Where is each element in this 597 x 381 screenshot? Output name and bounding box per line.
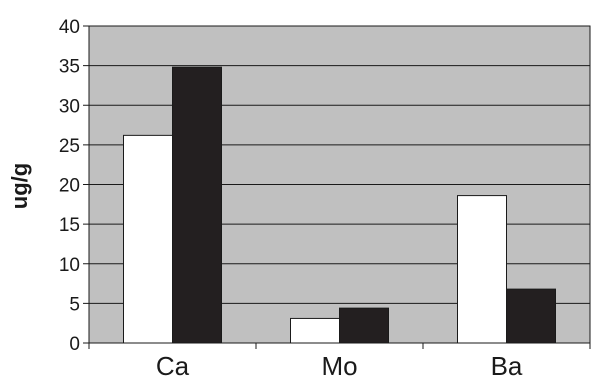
y-tick-label: 30 <box>59 96 80 117</box>
y-tick-label: 40 <box>59 17 80 38</box>
y-tick-label: 10 <box>59 255 80 276</box>
y-tick-label: 20 <box>59 176 80 197</box>
y-tick-label: 25 <box>59 136 80 157</box>
y-tick-label: 15 <box>59 215 80 236</box>
x-axis: Ca Mo Ba <box>88 342 591 381</box>
x-tick-label: Mo <box>321 351 357 381</box>
y-tick-label: 35 <box>59 57 80 78</box>
bar-ca-series-2 <box>172 66 222 344</box>
x-tick-label: Ba <box>491 351 523 381</box>
bar-ba-series-2 <box>506 288 556 344</box>
bar-mo-series-1 <box>290 317 340 344</box>
bar-ba-series-1 <box>457 195 507 344</box>
bars <box>123 66 556 344</box>
bar-mo-series-2 <box>339 307 389 344</box>
y-tick-label: 5 <box>69 294 80 315</box>
bar-ca-series-1 <box>123 134 173 344</box>
y-tick-label: 0 <box>69 334 80 355</box>
y-axis-label: ug/g <box>7 163 32 209</box>
y-axis: 0 5 10 15 20 25 30 35 40 <box>59 17 90 355</box>
x-tick-label: Ca <box>156 351 190 381</box>
